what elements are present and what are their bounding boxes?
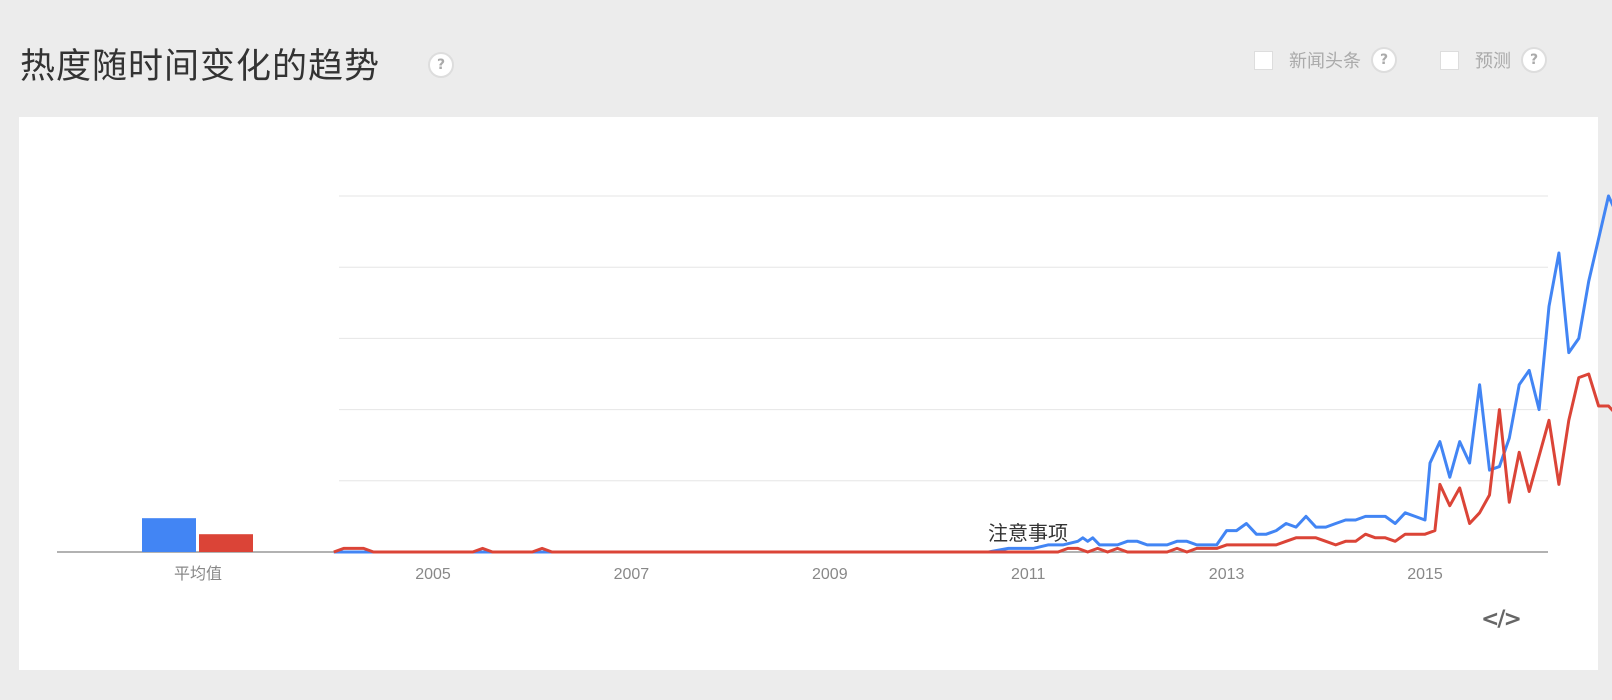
page-title: 热度随时间变化的趋势 bbox=[20, 47, 381, 87]
x-tick-label: 2005 bbox=[415, 566, 451, 583]
x-tick-label: 2015 bbox=[1407, 566, 1443, 583]
help-icon[interactable]: ? bbox=[1371, 47, 1397, 73]
news-headlines-label: 新闻头条 bbox=[1289, 51, 1361, 72]
x-tick-label: 2009 bbox=[812, 566, 848, 583]
news-headlines-checkbox[interactable] bbox=[1254, 50, 1273, 70]
gridlines bbox=[339, 195, 1548, 482]
average-bar-series-2 bbox=[199, 534, 253, 552]
average-label: 平均值 bbox=[174, 565, 222, 583]
x-tick-label: 2007 bbox=[614, 566, 650, 583]
x-tick-label: 2013 bbox=[1209, 566, 1245, 583]
chart-card bbox=[19, 117, 1598, 670]
forecast-checkbox[interactable] bbox=[1440, 50, 1459, 70]
help-icon[interactable]: ? bbox=[428, 52, 454, 78]
series-line-2 bbox=[333, 372, 1612, 554]
x-tick-label: 2011 bbox=[1011, 566, 1046, 583]
series-line-1 bbox=[333, 194, 1612, 554]
embed-code-icon[interactable]: </> bbox=[1481, 607, 1522, 632]
news-headlines-option[interactable]: 新闻头条 ? bbox=[1254, 47, 1397, 73]
forecast-label: 预测 bbox=[1475, 51, 1511, 72]
average-bar-series-1 bbox=[142, 518, 196, 552]
forecast-option[interactable]: 预测 ? bbox=[1440, 47, 1547, 73]
x-tick-labels: 2005 2007 2009 2011 2013 2015 bbox=[415, 566, 1443, 583]
annotation-note[interactable]: 注意事项 bbox=[988, 521, 1068, 545]
help-icon[interactable]: ? bbox=[1521, 47, 1547, 73]
